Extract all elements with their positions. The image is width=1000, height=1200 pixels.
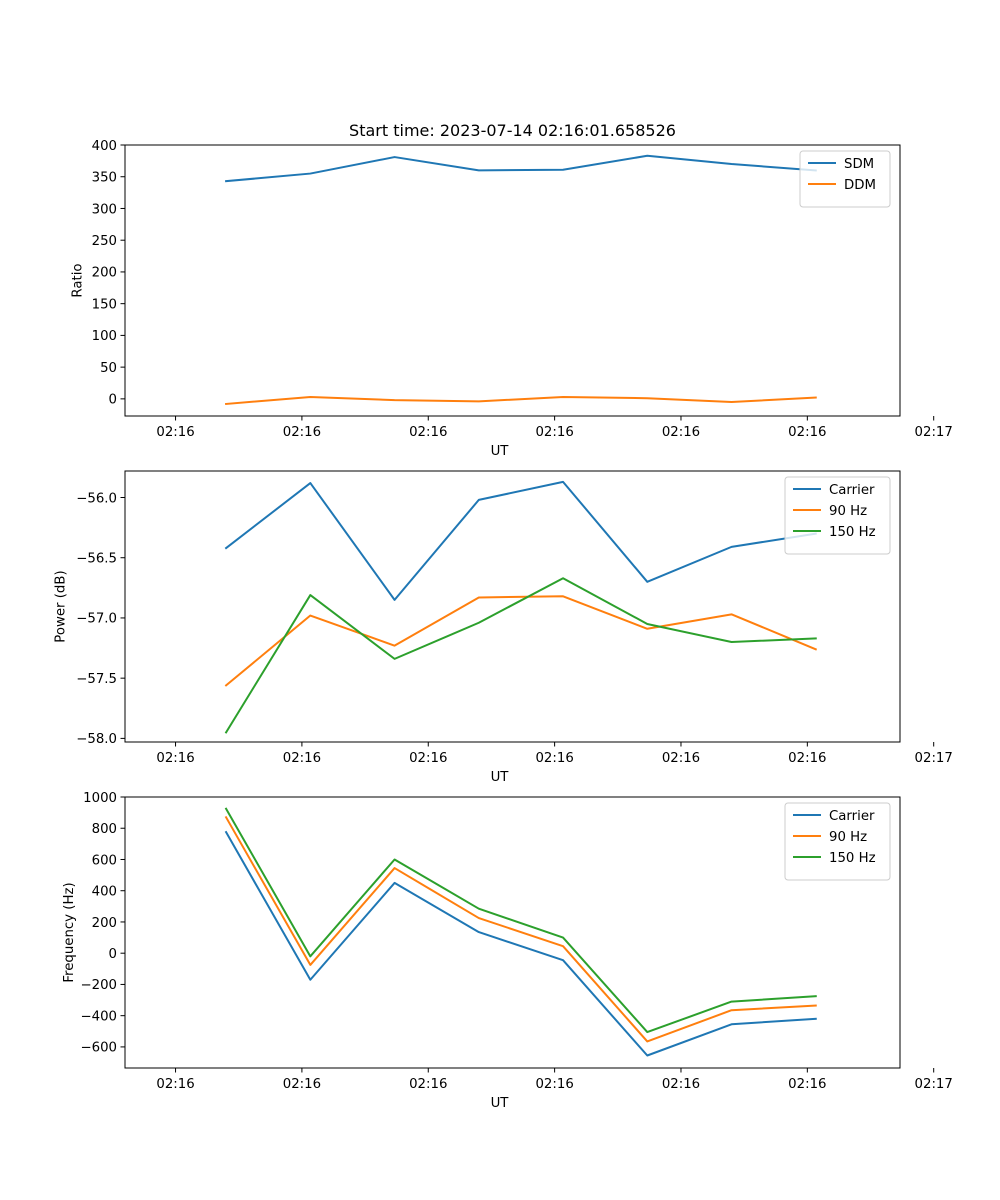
- y-tick-label: −57.5: [76, 672, 117, 687]
- y-tick-label: 250: [92, 234, 117, 249]
- y-tick-label: −600: [80, 1041, 117, 1056]
- x-tick-label: 02:16: [535, 425, 573, 440]
- panels-container: 02:16 02:16 02:16 02:16 02:16 02:16 02:17 0 50 10…: [54, 139, 953, 1111]
- legend-box: [784, 802, 891, 881]
- y-tick-label: −57.0: [76, 612, 117, 627]
- panel-2: 02:16 02:16 02:16 02:16 02:16 02:16 02:17 −58.0…: [54, 470, 953, 785]
- legend-label: 90 Hz: [829, 830, 867, 845]
- legend-box: [799, 150, 891, 208]
- x-axis-label: UT: [491, 444, 510, 459]
- axes-frame: [124, 796, 901, 1069]
- y-tick-label: 200: [92, 266, 117, 281]
- x-tick-label: 02:16: [409, 1077, 447, 1092]
- panel-3: 02:16 02:16 02:16 02:16 02:16 02:16 02:17 −600 −…: [62, 791, 953, 1111]
- y-tick-label: −200: [80, 978, 117, 993]
- legend-box: [784, 476, 891, 555]
- x-tick-label: 02:16: [788, 751, 826, 766]
- y-axis-label: Frequency (Hz): [62, 882, 77, 982]
- legend-label: 90 Hz: [829, 504, 867, 519]
- x-tick-label: 02:16: [535, 751, 573, 766]
- y-tick-label: 400: [92, 139, 117, 154]
- legend-label: Carrier: [829, 809, 875, 824]
- y-axis-label: Power (dB): [54, 570, 69, 642]
- y-tick-label: 800: [92, 822, 117, 837]
- chart-title: Start time: 2023-07-14 02:16:01.658526: [349, 121, 676, 140]
- series-line-ddm: [225, 395, 817, 406]
- y-tick-label: 350: [92, 171, 117, 186]
- series-line-90-hz: [224, 815, 817, 1043]
- x-tick-label: 02:16: [409, 751, 447, 766]
- x-tick-label: 02:16: [283, 1077, 321, 1092]
- series-line-150-hz: [224, 807, 817, 1034]
- legend-label: DDM: [844, 178, 876, 193]
- x-tick-label: 02:17: [915, 1077, 953, 1092]
- series-line-carrier: [224, 480, 817, 601]
- plot-area: [125, 471, 900, 742]
- x-tick-label: 02:16: [409, 425, 447, 440]
- y-tick-label: 200: [92, 916, 117, 931]
- plot-area: [125, 145, 900, 416]
- panel-1: 02:16 02:16 02:16 02:16 02:16 02:16 02:17 0 50 10…: [71, 139, 953, 459]
- legend-label: 150 Hz: [829, 851, 876, 866]
- series-line-sdm: [225, 154, 817, 183]
- series-line-90-hz: [224, 595, 818, 687]
- x-tick-label: 02:16: [788, 425, 826, 440]
- legend: SDM DDM: [799, 150, 891, 208]
- y-tick-label: 50: [100, 361, 117, 376]
- y-tick-label: 400: [92, 885, 117, 900]
- y-tick-label: 300: [92, 202, 117, 217]
- x-tick-label: 02:16: [156, 751, 194, 766]
- y-tick-label: 600: [92, 853, 117, 868]
- x-tick-label: 02:16: [156, 1077, 194, 1092]
- plot-area: [125, 797, 900, 1068]
- series-line-carrier: [224, 830, 817, 1057]
- legend-label: SDM: [844, 157, 874, 172]
- legend-label: 150 Hz: [829, 525, 876, 540]
- x-tick-label: 02:16: [788, 1077, 826, 1092]
- x-tick-label: 02:17: [915, 425, 953, 440]
- legend: Carrier 90 Hz 150 Hz: [784, 476, 891, 555]
- series-line-150-hz: [224, 577, 817, 734]
- y-tick-label: 0: [109, 947, 117, 962]
- y-tick-label: −56.5: [76, 552, 117, 567]
- axes-frame: [124, 144, 901, 417]
- legend-label: Carrier: [829, 483, 875, 498]
- x-tick-label: 02:16: [283, 751, 321, 766]
- y-tick-label: 150: [92, 297, 117, 312]
- x-axis-label: UT: [491, 1096, 510, 1111]
- x-axis-label: UT: [491, 770, 510, 785]
- y-tick-label: 0: [109, 393, 117, 408]
- x-tick-label: 02:16: [156, 425, 194, 440]
- y-tick-label: −56.0: [76, 491, 117, 506]
- legend: Carrier 90 Hz 150 Hz: [784, 802, 891, 881]
- x-tick-label: 02:16: [662, 1077, 700, 1092]
- x-tick-label: 02:16: [283, 425, 321, 440]
- y-tick-label: 1000: [83, 791, 117, 806]
- x-tick-label: 02:16: [662, 751, 700, 766]
- axes-frame: [124, 470, 901, 743]
- y-tick-label: −58.0: [76, 732, 117, 747]
- x-tick-label: 02:16: [535, 1077, 573, 1092]
- y-tick-label: 100: [92, 329, 117, 344]
- y-tick-label: −400: [80, 1009, 117, 1024]
- x-tick-label: 02:16: [662, 425, 700, 440]
- x-tick-label: 02:17: [915, 751, 953, 766]
- y-axis-label: Ratio: [71, 263, 86, 297]
